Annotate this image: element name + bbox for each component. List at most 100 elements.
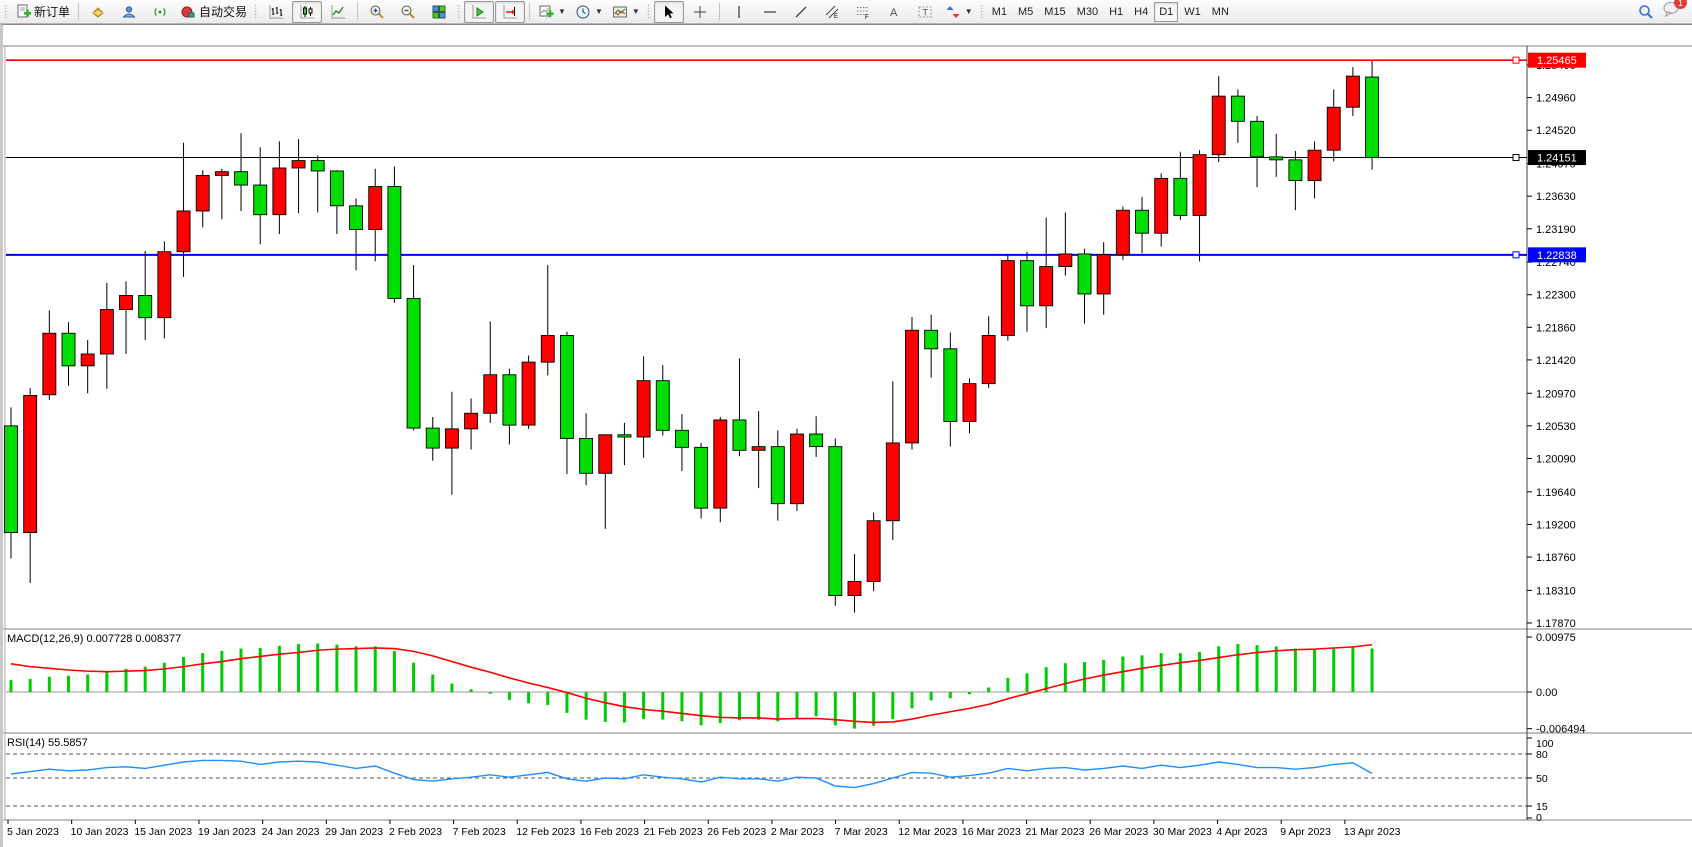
svg-text:26 Feb 2023: 26 Feb 2023 bbox=[707, 826, 766, 838]
svg-text:1.19200: 1.19200 bbox=[1536, 519, 1576, 531]
clock-icon bbox=[576, 5, 590, 18]
autotrading-label: 自动交易 bbox=[199, 5, 248, 19]
svg-text:50: 50 bbox=[1536, 773, 1548, 785]
svg-text:1.24520: 1.24520 bbox=[1536, 125, 1576, 137]
toolbar-drag-handle[interactable] bbox=[254, 3, 259, 20]
toolbar-separator bbox=[529, 3, 531, 20]
svg-text:16 Mar 2023: 16 Mar 2023 bbox=[962, 826, 1021, 838]
trendline-icon bbox=[795, 6, 807, 17]
svg-text:15: 15 bbox=[1536, 801, 1548, 813]
chart-candles-button[interactable] bbox=[292, 0, 323, 23]
community-icon bbox=[122, 5, 136, 17]
svg-text:1.20970: 1.20970 bbox=[1536, 388, 1576, 400]
chart-canvas[interactable]: 1.254001.249601.245201.240701.236301.231… bbox=[3, 25, 1692, 847]
arrows-button[interactable]: ▼ bbox=[941, 1, 977, 23]
svg-text:1.19640: 1.19640 bbox=[1536, 487, 1576, 499]
svg-text:1.22838: 1.22838 bbox=[1537, 250, 1577, 262]
zoom-in-button[interactable] bbox=[362, 1, 392, 23]
bar-chart-icon bbox=[269, 4, 284, 18]
macd-indicator-label: MACD(12,26,9) 0.007728 0.008377 bbox=[7, 633, 182, 645]
fibonacci-button[interactable]: F bbox=[848, 1, 878, 23]
horizontal-line-button[interactable] bbox=[755, 1, 785, 23]
new-order-label: 新订单 bbox=[34, 5, 71, 19]
text-button[interactable]: A bbox=[879, 1, 909, 23]
trendline-button[interactable] bbox=[786, 1, 816, 23]
crosshair-icon bbox=[693, 5, 706, 18]
timeframe-mn[interactable]: MN bbox=[1211, 5, 1229, 18]
svg-text:4 Apr 2023: 4 Apr 2023 bbox=[1217, 826, 1268, 838]
toolbar-drag-handle[interactable] bbox=[457, 3, 462, 20]
vertical-line-button[interactable] bbox=[724, 1, 754, 23]
search-icon[interactable] bbox=[1638, 4, 1654, 20]
svg-text:1.21860: 1.21860 bbox=[1536, 322, 1576, 334]
rsi-indicator-label: RSI(14) 55.5857 bbox=[7, 737, 88, 749]
zoom-out-button[interactable] bbox=[393, 1, 423, 23]
timeframe-m15[interactable]: M15 bbox=[1044, 5, 1066, 18]
svg-text:16 Feb 2023: 16 Feb 2023 bbox=[580, 826, 639, 838]
svg-text:1.24151: 1.24151 bbox=[1537, 153, 1577, 165]
timeframe-m1[interactable]: M1 bbox=[991, 5, 1007, 18]
autotrading-button[interactable]: 自动交易 bbox=[176, 1, 251, 23]
line-chart-icon bbox=[331, 4, 346, 18]
periods-button[interactable]: ▼ bbox=[571, 1, 607, 23]
svg-text:F: F bbox=[865, 15, 869, 20]
vertical-line-icon bbox=[738, 5, 740, 18]
dropdown-caret: ▼ bbox=[964, 7, 973, 16]
toolbar-drag-handle[interactable] bbox=[646, 3, 651, 20]
arrows-icon bbox=[946, 5, 960, 18]
toolbar-drag-handle[interactable] bbox=[4, 3, 8, 20]
toolbar-separator bbox=[78, 3, 80, 20]
svg-text:12 Mar 2023: 12 Mar 2023 bbox=[898, 826, 957, 838]
new-chart-button[interactable]: ▼ bbox=[534, 1, 570, 23]
toolbar-separator bbox=[357, 3, 359, 20]
signals-button[interactable] bbox=[145, 1, 175, 23]
svg-text:0.00975: 0.00975 bbox=[1536, 632, 1576, 644]
timeframe-h1[interactable]: H1 bbox=[1109, 5, 1124, 18]
svg-text:1.25465: 1.25465 bbox=[1537, 55, 1577, 67]
timeframe-h4[interactable]: H4 bbox=[1134, 5, 1149, 18]
new-order-icon bbox=[17, 4, 31, 17]
auto-scroll-button[interactable] bbox=[495, 0, 526, 23]
templates-button[interactable]: ▼ bbox=[608, 1, 644, 23]
svg-text:7 Feb 2023: 7 Feb 2023 bbox=[453, 826, 506, 838]
metaeditor-icon bbox=[92, 6, 104, 18]
community-button[interactable] bbox=[114, 1, 144, 23]
template-icon bbox=[612, 6, 627, 17]
tile-windows-button[interactable] bbox=[424, 1, 454, 23]
timeframe-w1[interactable]: W1 bbox=[1184, 5, 1201, 18]
main-toolbar: 新订单 自动交易 bbox=[0, 0, 1692, 24]
timeframe-m30[interactable]: M30 bbox=[1076, 5, 1099, 18]
chart-line-button[interactable] bbox=[323, 1, 353, 23]
new-order-button[interactable]: 新订单 bbox=[11, 1, 74, 23]
svg-text:26 Mar 2023: 26 Mar 2023 bbox=[1089, 826, 1148, 838]
svg-text:19 Jan 2023: 19 Jan 2023 bbox=[198, 826, 256, 838]
text-label-button[interactable]: T bbox=[910, 1, 940, 23]
svg-text:1.20090: 1.20090 bbox=[1536, 453, 1576, 465]
svg-text:13 Apr 2023: 13 Apr 2023 bbox=[1344, 826, 1401, 838]
svg-text:1.24960: 1.24960 bbox=[1536, 93, 1576, 105]
metaeditor-button[interactable] bbox=[83, 1, 113, 23]
timeframe-m5[interactable]: M5 bbox=[1018, 5, 1034, 18]
channel-icon: E bbox=[825, 5, 839, 20]
cursor-icon bbox=[664, 5, 674, 18]
chart-bars-button[interactable] bbox=[261, 1, 291, 23]
svg-text:12 Feb 2023: 12 Feb 2023 bbox=[516, 826, 575, 838]
svg-text:24 Jan 2023: 24 Jan 2023 bbox=[262, 826, 320, 838]
svg-text:1.20530: 1.20530 bbox=[1536, 421, 1576, 433]
svg-text:1.21420: 1.21420 bbox=[1536, 355, 1576, 367]
equidistant-channel-button[interactable]: E bbox=[817, 1, 847, 23]
text-label-icon: T bbox=[918, 6, 932, 17]
svg-text:30 Mar 2023: 30 Mar 2023 bbox=[1153, 826, 1212, 838]
svg-text:10 Jan 2023: 10 Jan 2023 bbox=[71, 826, 129, 838]
cursor-button[interactable] bbox=[653, 0, 684, 23]
svg-text:2 Feb 2023: 2 Feb 2023 bbox=[389, 826, 442, 838]
svg-text:21 Mar 2023: 21 Mar 2023 bbox=[1026, 826, 1085, 838]
svg-text:9 Apr 2023: 9 Apr 2023 bbox=[1280, 826, 1331, 838]
crosshair-button[interactable] bbox=[685, 1, 715, 23]
svg-text:21 Feb 2023: 21 Feb 2023 bbox=[644, 826, 703, 838]
toolbar-drag-handle[interactable] bbox=[979, 3, 984, 20]
svg-text:1.22300: 1.22300 bbox=[1536, 290, 1576, 302]
chart-shift-button[interactable] bbox=[464, 0, 495, 23]
chat-button[interactable]: 1 bbox=[1662, 0, 1687, 22]
timeframe-d1[interactable]: D1 bbox=[1154, 1, 1179, 22]
